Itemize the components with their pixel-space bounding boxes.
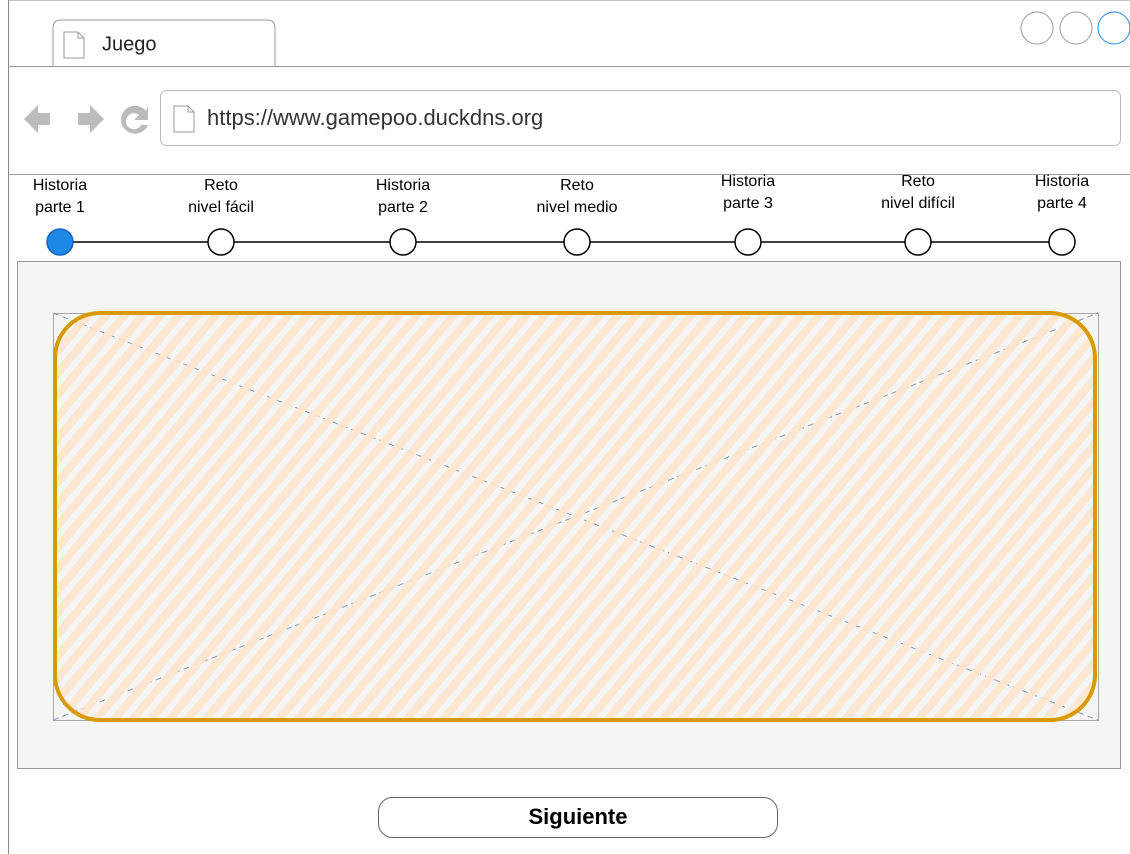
- step-marker[interactable]: [389, 228, 417, 256]
- step-label: Reto: [204, 177, 238, 194]
- progress-steps: Historia parte 1 Reto nivel fácil Historia pa…: [33, 173, 1089, 256]
- step-marker[interactable]: [734, 228, 762, 256]
- step-marker[interactable]: [904, 228, 932, 256]
- step-marker[interactable]: [46, 228, 74, 256]
- step-label: nivel medio: [537, 199, 618, 216]
- back-button[interactable]: [24, 105, 50, 133]
- next-button-label: Siguiente: [528, 804, 627, 829]
- step-label: Reto: [901, 173, 935, 190]
- step-label: parte 1: [35, 199, 85, 216]
- reload-button[interactable]: [121, 105, 148, 134]
- step-marker[interactable]: [563, 228, 591, 256]
- page-icon: [173, 105, 195, 133]
- window-button[interactable]: [1020, 11, 1054, 45]
- tab-title: Juego: [102, 33, 157, 55]
- step-label: Historia: [376, 177, 430, 194]
- step-label: parte 4: [1037, 195, 1087, 212]
- tab-icon: [63, 31, 85, 59]
- step-label: Reto: [560, 177, 594, 194]
- url: https://www.gamepoo.duckdns.org: [207, 105, 543, 130]
- step-marker[interactable]: [207, 228, 235, 256]
- step-label: parte 2: [378, 199, 428, 216]
- step-label: Historia: [33, 177, 87, 194]
- step-marker[interactable]: [1048, 228, 1076, 256]
- next-button[interactable]: [378, 797, 778, 838]
- window-button[interactable]: [1059, 11, 1093, 45]
- step-label: nivel difícil: [881, 195, 955, 212]
- step-label: parte 3: [723, 195, 773, 212]
- highlight-area: [53, 311, 1097, 722]
- forward-button[interactable]: [78, 105, 104, 133]
- address-bar[interactable]: [160, 90, 1121, 146]
- step-label: Historia: [721, 173, 775, 190]
- step-label: Historia: [1035, 173, 1089, 190]
- step-label: nivel fácil: [188, 199, 254, 216]
- window-button[interactable]: [1097, 11, 1130, 45]
- tab[interactable]: [52, 19, 276, 66]
